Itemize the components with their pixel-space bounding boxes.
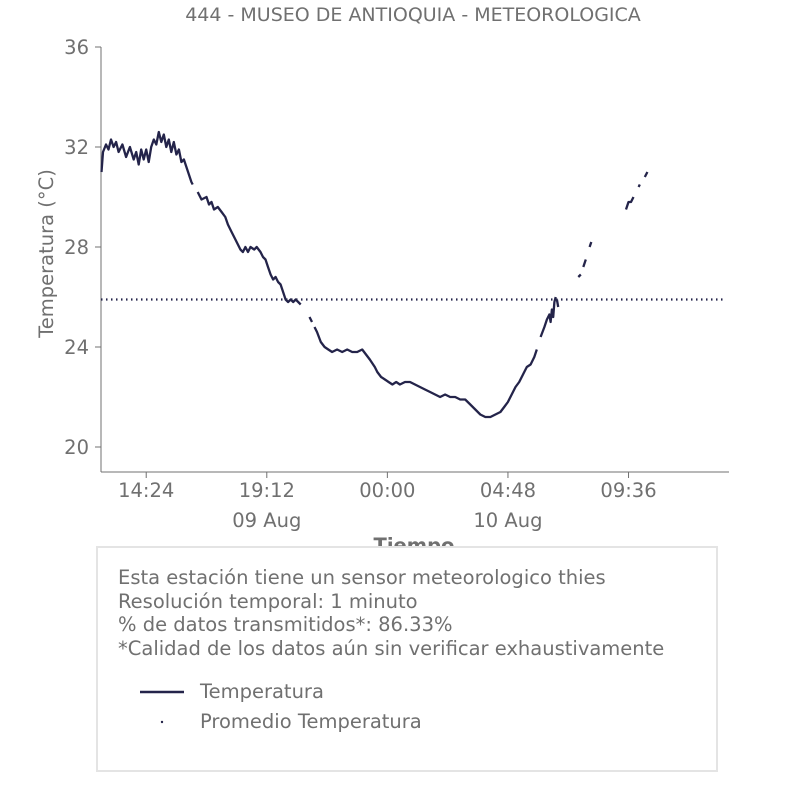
legend-label-temperatura: Temperatura	[200, 680, 324, 703]
y-tick-label: 28	[64, 236, 89, 259]
y-tick-label: 24	[64, 336, 89, 359]
temperature-series-line	[308, 316, 314, 323]
temperature-series-line	[313, 326, 538, 419]
info-box: Esta estación tiene un sensor meteorolog…	[96, 546, 718, 772]
info-transmitted-line: % de datos transmitidos*: 86.33%	[118, 613, 453, 636]
temperature-series-line	[100, 130, 194, 186]
y-tick-label: 36	[64, 36, 89, 59]
x-tick-date-label: 10 Aug	[473, 509, 542, 532]
x-tick-label: 19:12	[239, 479, 295, 502]
legend-dotted-line-icon	[160, 720, 164, 724]
temperature-series-line	[582, 259, 587, 268]
x-tick-label: 09:36	[600, 479, 656, 502]
legend-solid-line-icon	[140, 690, 184, 694]
chart-title: 444 - MUSEO DE ANTIOQUIA - METEOROLOGICA	[185, 4, 641, 26]
x-tick-date-label: 09 Aug	[232, 509, 301, 532]
y-axis-label: Temperatura (°C)	[35, 169, 58, 339]
x-tick-label: 14:24	[118, 479, 174, 502]
legend-label-promedio: Promedio Temperatura	[200, 710, 422, 733]
temperature-series-line	[643, 171, 649, 178]
station-info: Esta estación tiene un sensor meteorolog…	[118, 566, 664, 660]
x-tick-label: 00:00	[359, 479, 415, 502]
temperature-series-line	[637, 184, 641, 188]
y-tick-label: 20	[64, 436, 89, 459]
x-tick-label: 04:48	[480, 479, 536, 502]
temperature-series-line	[539, 296, 557, 338]
temperature-series-line	[196, 191, 302, 306]
info-sensor-line: Esta estación tiene un sensor meteorolog…	[118, 566, 606, 589]
temperature-series-line	[624, 196, 635, 210]
info-resolution-line: Resolución temporal: 1 minuto	[118, 589, 418, 613]
info-quality-note: *Calidad de los datos aún sin verificar …	[118, 636, 665, 660]
temperature-series-line	[588, 241, 593, 248]
y-tick-label: 32	[64, 136, 89, 159]
temperature-series-line	[577, 273, 582, 278]
temperature-series-line	[555, 299, 560, 308]
